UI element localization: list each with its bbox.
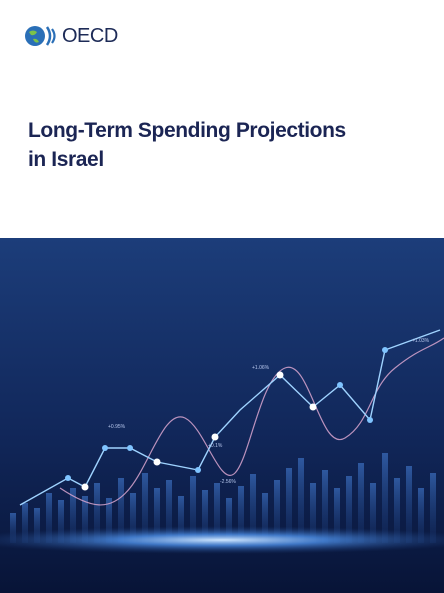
decor-points bbox=[65, 347, 388, 491]
title-line: Long-Term Spending Projections bbox=[28, 119, 346, 142]
logo-text: OECD bbox=[62, 24, 118, 47]
logo-globe bbox=[25, 26, 56, 46]
glow bbox=[0, 526, 444, 554]
cover-title: Long-Term Spending Projections in Israel bbox=[28, 116, 346, 174]
decor-label: -2.56% bbox=[220, 479, 236, 485]
decor-curve bbox=[59, 337, 444, 506]
decor-label: +0.1% bbox=[208, 443, 223, 449]
decor-label: +1.06% bbox=[252, 365, 270, 371]
title-line: in Israel bbox=[28, 148, 104, 171]
decor-label: +1.03% bbox=[412, 338, 430, 344]
cover-illustration: +1.06% +0.1% -2.56% +0.95% +1.03% bbox=[0, 238, 444, 593]
oecd-logo: OECD bbox=[24, 24, 118, 48]
decor-label: +0.95% bbox=[108, 424, 126, 430]
decor-bars bbox=[10, 453, 436, 543]
